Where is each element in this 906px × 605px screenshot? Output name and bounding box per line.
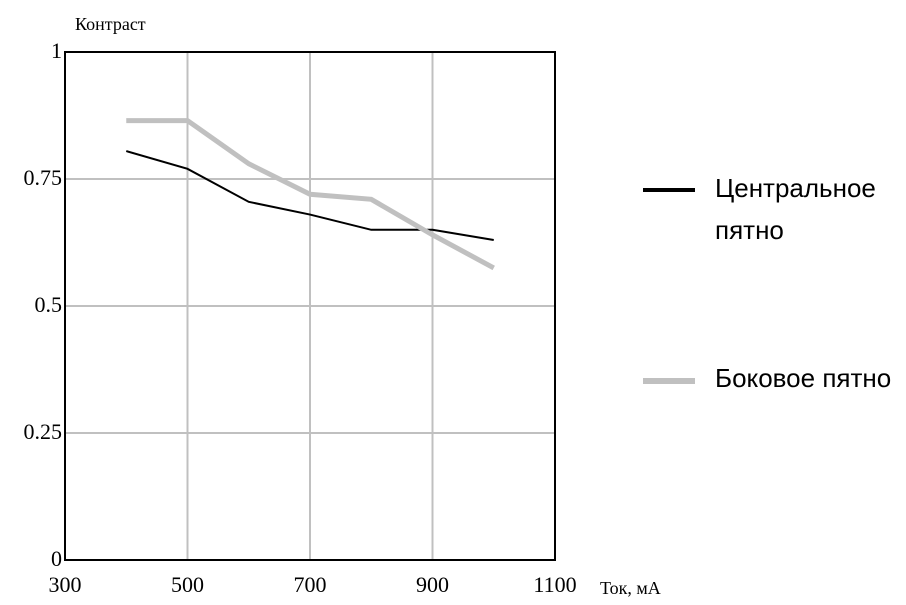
y-tick-label: 0 — [51, 546, 62, 571]
legend-entry: Центральное пятно — [643, 168, 906, 251]
legend-label: Боковое пятно — [715, 363, 892, 393]
y-tick-label: 0.75 — [24, 165, 63, 190]
x-tick-label: 900 — [416, 572, 449, 597]
plot-frame — [64, 51, 556, 561]
y-tick-label: 0.25 — [24, 419, 63, 444]
data-line — [126, 118, 495, 271]
x-axis-label: Ток, мА — [600, 578, 661, 598]
y-axis-label: Контраст — [75, 14, 146, 34]
legend-swatch — [643, 378, 695, 384]
x-tick-label: 500 — [171, 572, 204, 597]
x-tick-label: 700 — [294, 572, 327, 597]
legend-entry: Боковое пятно — [643, 358, 906, 400]
y-tick-label: 1 — [51, 38, 62, 63]
legend-swatch — [643, 188, 695, 192]
y-tick-label: 0.5 — [35, 292, 63, 317]
x-tick-label: 1100 — [533, 572, 576, 597]
data-line — [125, 150, 494, 241]
legend-label: Центральное пятно — [715, 173, 876, 245]
x-tick-label: 300 — [49, 572, 82, 597]
